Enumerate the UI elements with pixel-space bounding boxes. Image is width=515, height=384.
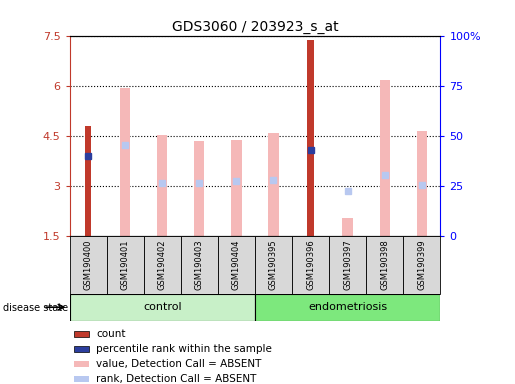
Text: control: control [143,302,181,312]
Text: endometriosis: endometriosis [308,302,387,312]
Text: GSM190401: GSM190401 [121,240,130,290]
Bar [307,40,314,236]
Text: count: count [96,329,126,339]
Bar [181,236,218,294]
Bar [417,131,427,236]
Bar [218,236,255,294]
Text: GSM190402: GSM190402 [158,240,167,290]
Bar [194,141,204,236]
Bar [366,236,403,294]
Bar [74,331,90,337]
Bar [329,236,366,294]
Text: value, Detection Call = ABSENT: value, Detection Call = ABSENT [96,359,262,369]
Bar [120,88,130,236]
Bar [268,133,279,236]
Text: rank, Detection Call = ABSENT: rank, Detection Call = ABSENT [96,374,256,384]
Bar [74,346,90,352]
Bar [255,294,440,321]
Bar [292,236,329,294]
Bar [342,218,353,236]
Bar [255,236,292,294]
Text: disease state: disease state [3,303,67,313]
Text: GSM190397: GSM190397 [343,240,352,290]
Text: GSM190403: GSM190403 [195,240,204,290]
Bar [403,236,440,294]
Bar [70,294,255,321]
Text: percentile rank within the sample: percentile rank within the sample [96,344,272,354]
Bar [107,236,144,294]
Bar [231,140,242,236]
Text: GSM190404: GSM190404 [232,240,241,290]
Bar [85,126,91,236]
Text: GSM190400: GSM190400 [83,240,93,290]
Text: GSM190395: GSM190395 [269,240,278,290]
Text: GSM190396: GSM190396 [306,240,315,290]
Bar [70,236,107,294]
Text: GSM190398: GSM190398 [380,240,389,290]
Bar [380,80,390,236]
Text: GSM190399: GSM190399 [417,240,426,290]
Title: GDS3060 / 203923_s_at: GDS3060 / 203923_s_at [171,20,338,34]
Bar [74,376,90,382]
Bar [157,135,167,236]
Bar [74,361,90,367]
Bar [144,236,181,294]
